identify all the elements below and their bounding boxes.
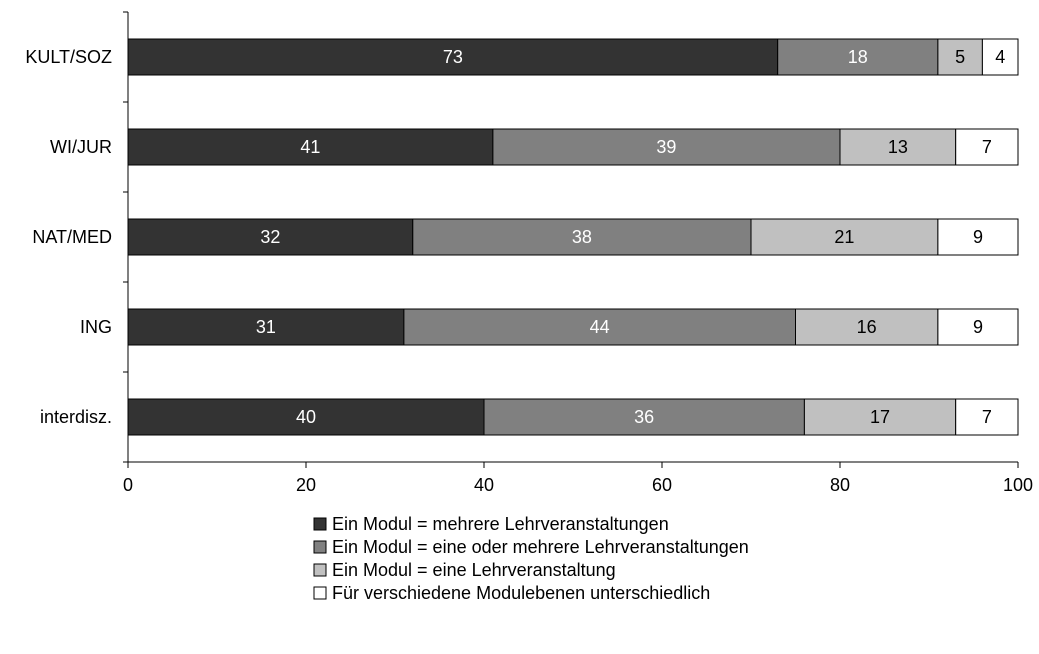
data-label: 13 <box>888 137 908 157</box>
data-label: 40 <box>296 407 316 427</box>
bar-segment-ing-s2 <box>403 308 796 346</box>
x-tick-label: 0 <box>123 475 133 495</box>
x-tick-label: 100 <box>1003 475 1033 495</box>
data-label: 31 <box>256 317 276 337</box>
bar-segment-ing-s4 <box>937 308 1019 346</box>
bar-segment-kult-soz-s1 <box>127 38 779 76</box>
data-label: 38 <box>572 227 592 247</box>
category-label: interdisz. <box>40 407 112 427</box>
legend-swatch <box>313 517 327 531</box>
category-label: NAT/MED <box>32 227 112 247</box>
data-label: 73 <box>443 47 463 67</box>
bar-segment-interdisz--s3 <box>803 398 957 436</box>
category-label: ING <box>80 317 112 337</box>
data-label: 32 <box>260 227 280 247</box>
data-label: 4 <box>995 47 1005 67</box>
bar-segment-interdisz--s2 <box>483 398 805 436</box>
data-label: 5 <box>955 47 965 67</box>
data-label: 9 <box>973 317 983 337</box>
data-label: 17 <box>870 407 890 427</box>
x-tick-label: 20 <box>296 475 316 495</box>
x-tick-label: 40 <box>474 475 494 495</box>
data-label: 21 <box>834 227 854 247</box>
legend-label: Ein Modul = eine Lehrveranstaltung <box>332 560 616 580</box>
legend-label: Für verschiedene Modulebenen unterschied… <box>332 583 710 603</box>
data-label: 44 <box>590 317 610 337</box>
category-label: KULT/SOZ <box>25 47 112 67</box>
data-label: 9 <box>973 227 983 247</box>
data-label: 41 <box>300 137 320 157</box>
data-label: 18 <box>848 47 868 67</box>
bar-segment-kult-soz-s4 <box>981 38 1019 76</box>
data-label: 39 <box>656 137 676 157</box>
legend: Ein Modul = mehrere Lehrveranstaltungen E… <box>313 514 749 603</box>
bar-segment-ing-s1 <box>127 308 405 346</box>
data-label: 16 <box>857 317 877 337</box>
data-label: 36 <box>634 407 654 427</box>
bar-segment-kult-soz-s3 <box>937 38 983 76</box>
x-axis: 0 20 40 60 80 100 <box>123 461 1033 495</box>
legend-label: Ein Modul = eine oder mehrere Lehrverans… <box>332 537 749 557</box>
bar-segment-wi-jur-s4 <box>955 128 1019 166</box>
data-label: 7 <box>982 407 992 427</box>
bar-segment-wi-jur-s2 <box>492 128 841 166</box>
legend-swatch <box>313 540 327 554</box>
bar-segment-nat-med-s4 <box>937 218 1019 256</box>
legend-label: Ein Modul = mehrere Lehrveranstaltungen <box>332 514 669 534</box>
bar-segment-nat-med-s2 <box>412 218 752 256</box>
y-axis: KULT/SOZ WI/JUR NAT/MED ING interdisz. <box>25 11 129 463</box>
data-label: 7 <box>982 137 992 157</box>
x-tick-label: 80 <box>830 475 850 495</box>
category-label: WI/JUR <box>50 137 112 157</box>
bar-segment-wi-jur-s1 <box>127 128 494 166</box>
bar-segment-wi-jur-s3 <box>839 128 957 166</box>
bar-segment-interdisz--s4 <box>955 398 1019 436</box>
legend-swatch <box>313 563 327 577</box>
x-tick-label: 60 <box>652 475 672 495</box>
bar-segment-kult-soz-s2 <box>777 38 939 76</box>
legend-swatch <box>313 586 327 600</box>
plot-area: 73 18 5 4 41 39 13 7 32 38 21 9 31 44 16 9 40 36 17 7 <box>127 38 1019 436</box>
